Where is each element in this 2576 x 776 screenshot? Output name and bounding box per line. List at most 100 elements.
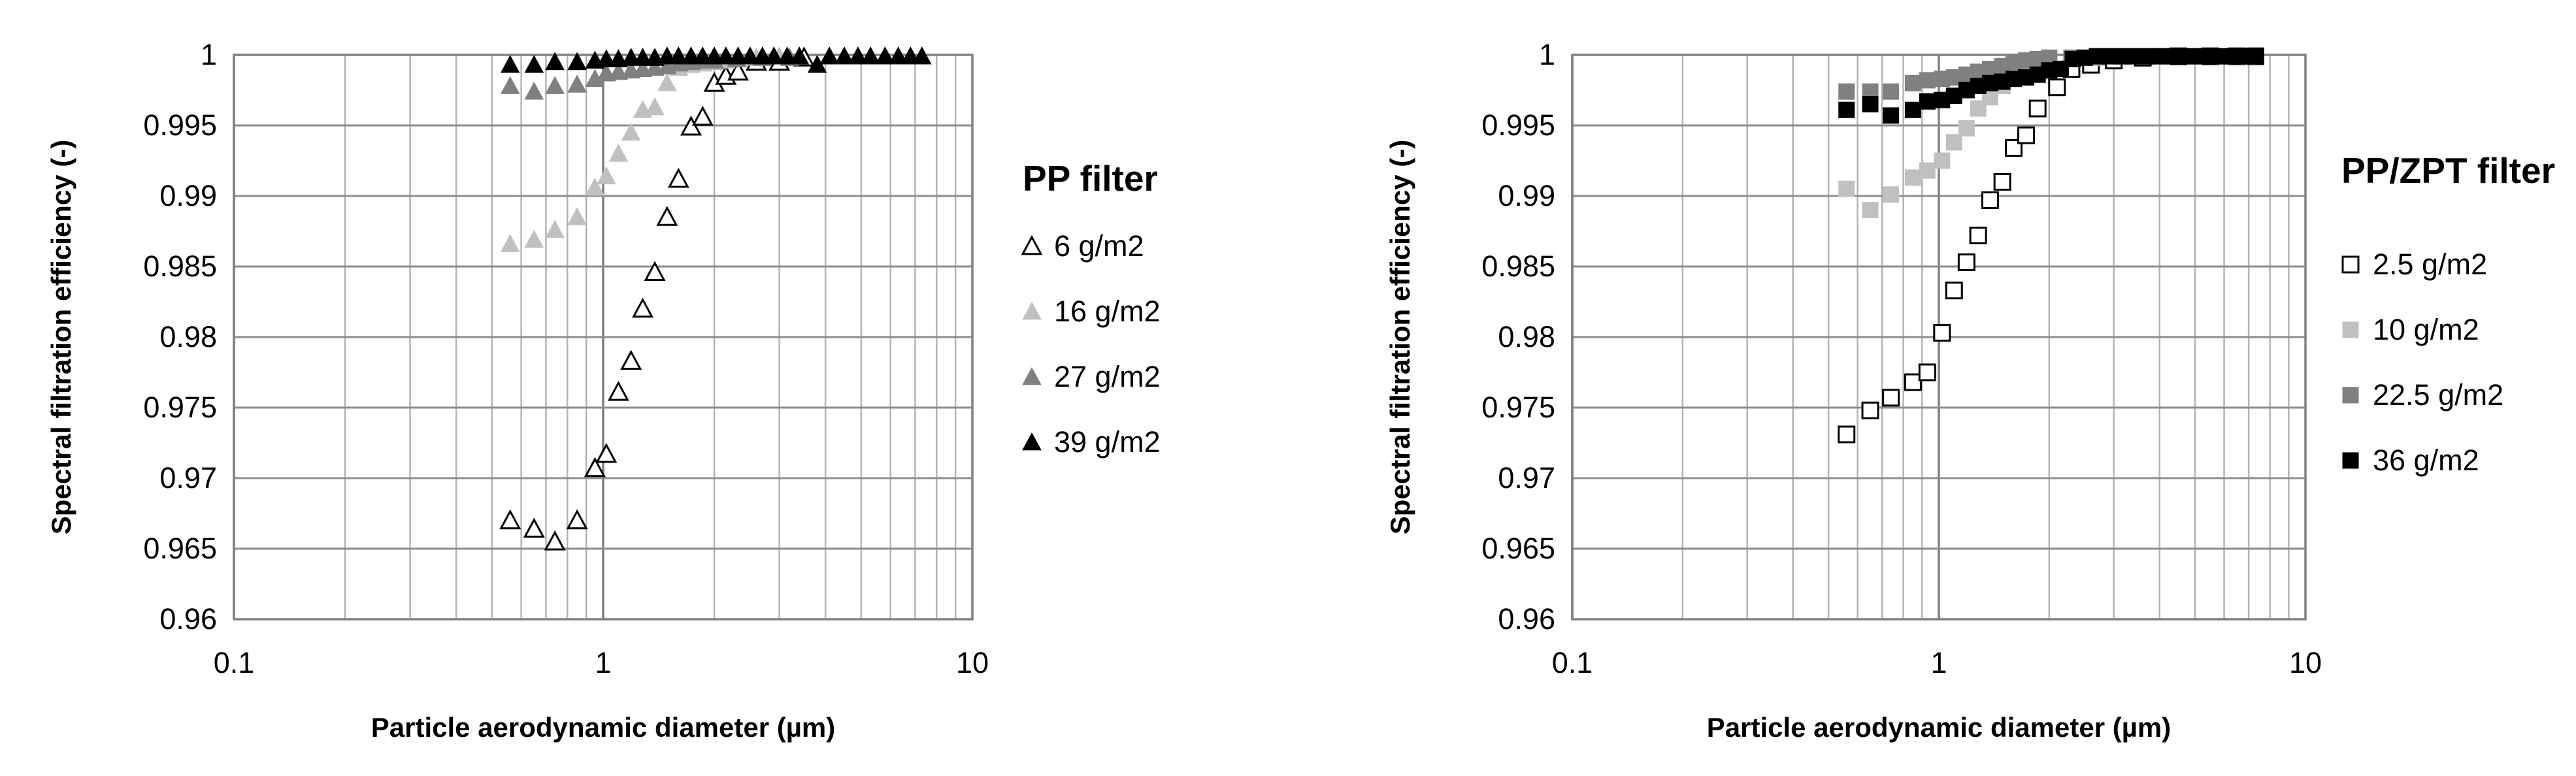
data-point: [1904, 74, 1921, 91]
legend-label: 22.5 g/m2: [2373, 378, 2503, 412]
x-axis-title: Particle aerodynamic diameter (µm): [1707, 712, 2171, 743]
data-point: [716, 46, 736, 65]
legend-label: 27 g/m2: [1054, 360, 1161, 393]
series-36-g-m2: [1838, 48, 2264, 124]
legend-marker: [1021, 234, 1043, 255]
legend-marker: [2342, 452, 2359, 469]
data-point: [1838, 425, 1856, 444]
data-point: [2196, 48, 2213, 65]
data-point: [1945, 134, 1962, 151]
y-tick-label: 0.99: [1498, 179, 1555, 212]
data-point: [499, 509, 521, 530]
data-point: [1862, 202, 1879, 219]
data-point: [524, 55, 544, 73]
legend-label: 39 g/m2: [1054, 425, 1161, 459]
data-point: [740, 46, 760, 65]
data-point: [1882, 389, 1900, 407]
series-39-g-m2: [500, 46, 932, 73]
legend-label: 36 g/m2: [2373, 444, 2479, 477]
x-tick-label: 1: [1930, 646, 1947, 679]
plot-frame: [1571, 54, 2307, 621]
legend: PP/ZPT filter 2.5 g/m2 10 g/m2 22.5 g/m2 36 …: [2341, 150, 2555, 477]
data-point: [1957, 253, 1975, 272]
y-tick-label: 1: [1539, 38, 1555, 71]
data-point: [2166, 48, 2183, 65]
data-point: [1904, 101, 1921, 118]
data-point: [607, 381, 629, 401]
data-point: [2048, 78, 2066, 97]
chart-panel-pp-filter: 0.96 0.965 0.97 0.975 0.98 0.985 0.99 0.995 1 0.1…: [46, 38, 1161, 743]
data-point: [848, 46, 868, 65]
data-point: [1919, 162, 1936, 179]
x-tick-label: 10: [2289, 646, 2322, 679]
y-tick-label: 0.96: [159, 602, 217, 636]
data-point: [633, 48, 653, 66]
y-tick-label: 0.985: [143, 250, 217, 283]
data-point: [585, 177, 605, 196]
data-point: [567, 207, 587, 225]
data-point: [608, 144, 629, 162]
data-point: [657, 73, 677, 91]
data-point: [632, 297, 654, 318]
y-tick-label: 0.96: [1498, 602, 1555, 636]
legend: PP filter 6 g/m2 16 g/m2 27 g/m2 39 g/m2: [1021, 158, 1161, 459]
data-point: [669, 46, 689, 65]
y-tick-label: 0.985: [1481, 250, 1555, 283]
data-point: [1904, 169, 1921, 186]
data-point: [1945, 282, 1963, 300]
y-tick-label: 0.98: [159, 320, 217, 353]
data-point: [691, 105, 714, 126]
data-point: [680, 116, 702, 136]
data-point: [656, 206, 678, 226]
data-point: [1838, 180, 1855, 197]
y-tick-label: 0.965: [1481, 532, 1555, 565]
data-point: [728, 46, 748, 65]
y-tick-label: 0.975: [1481, 391, 1555, 424]
data-point: [524, 229, 544, 248]
data-point: [789, 46, 810, 65]
data-point: [1861, 401, 1879, 419]
data-point: [2028, 99, 2047, 118]
data-point: [567, 74, 587, 93]
y-tick-label: 0.97: [159, 461, 217, 494]
data-point: [545, 219, 565, 238]
y-axis-title: Spectral filtration efficiency (-): [46, 140, 76, 534]
legend-label: 16 g/m2: [1054, 295, 1161, 328]
data-point: [545, 76, 565, 94]
data-point: [1838, 101, 1855, 118]
y-tick-label: 0.99: [159, 179, 217, 212]
data-point: [524, 82, 544, 100]
y-axis-title: Spectral filtration efficiency (-): [1385, 140, 1415, 534]
data-point: [1904, 373, 1922, 391]
data-point: [861, 46, 881, 65]
x-axis-title: Particle aerodynamic diameter (µm): [371, 712, 835, 743]
data-point: [644, 261, 666, 282]
legend-marker: [1022, 366, 1042, 385]
legend-marker: [1022, 432, 1042, 451]
legend-marker: [1022, 301, 1042, 320]
data-point: [500, 76, 520, 94]
data-point: [566, 509, 588, 530]
legend-label: 2.5 g/m2: [2373, 248, 2487, 281]
data-point: [1919, 93, 1936, 110]
data-point: [597, 166, 616, 185]
legend-marker: [2342, 387, 2359, 404]
data-point: [545, 52, 565, 71]
data-point: [620, 349, 642, 370]
plot-frame: [233, 54, 974, 621]
legend-label: 10 g/m2: [2373, 313, 2479, 346]
x-tick-label: 1: [595, 646, 611, 679]
data-point: [819, 46, 840, 65]
data-point: [1933, 324, 1951, 342]
x-tick-label: 10: [956, 646, 989, 679]
data-point: [608, 49, 629, 67]
legend-marker: [2341, 255, 2360, 274]
y-tick-label: 0.98: [1498, 320, 1555, 353]
y-tick-label: 0.995: [143, 108, 217, 142]
x-tick-label: 0.1: [214, 646, 255, 679]
y-tick-label: 0.975: [143, 391, 217, 424]
data-point: [888, 46, 908, 65]
data-point: [1993, 172, 2011, 191]
data-point: [500, 234, 520, 252]
